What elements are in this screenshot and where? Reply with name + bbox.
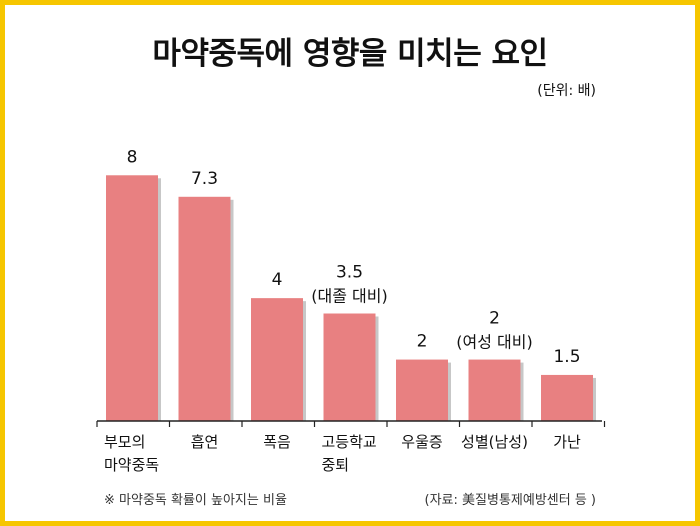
bar — [106, 175, 158, 421]
data-label: 8 — [127, 147, 138, 167]
bar — [178, 196, 231, 421]
data-label: 4 — [272, 270, 283, 290]
tick-label: 부모의 — [104, 433, 145, 451]
bar — [396, 359, 448, 421]
data-label: 1.5 — [553, 347, 580, 367]
footnote: ※ 마약중독 확률이 높아지는 비율 — [104, 493, 287, 508]
bar — [541, 374, 593, 421]
tick-label: 폭음 — [263, 433, 291, 451]
tick-label: 고등학교 — [322, 433, 377, 451]
unit-note: (단위: 배) — [537, 83, 596, 99]
bar — [323, 313, 376, 421]
tick-label: 마약중독 — [104, 456, 159, 474]
tick-label: 가난 — [553, 433, 581, 451]
tick-label: 중퇴 — [322, 456, 350, 474]
bar — [468, 359, 521, 421]
data-label: 2 — [417, 332, 428, 352]
annotation-label: (대졸 대비) — [311, 287, 387, 306]
data-label: 2 — [489, 309, 500, 329]
tick-label: 우울증 — [401, 433, 442, 451]
data-label: 7.3 — [191, 169, 218, 189]
annotation-label: (여성 대비) — [456, 333, 532, 352]
data-label: 3.5 — [336, 263, 363, 283]
source-note: (자료: 美질병통제예방센터 등 ) — [424, 493, 596, 508]
tick-label: 흡연 — [191, 433, 219, 451]
chart-title: 마약중독에 영향을 미치는 요인 — [152, 36, 548, 72]
tick-label: 성별(남성) — [461, 433, 528, 451]
bar — [251, 298, 303, 421]
